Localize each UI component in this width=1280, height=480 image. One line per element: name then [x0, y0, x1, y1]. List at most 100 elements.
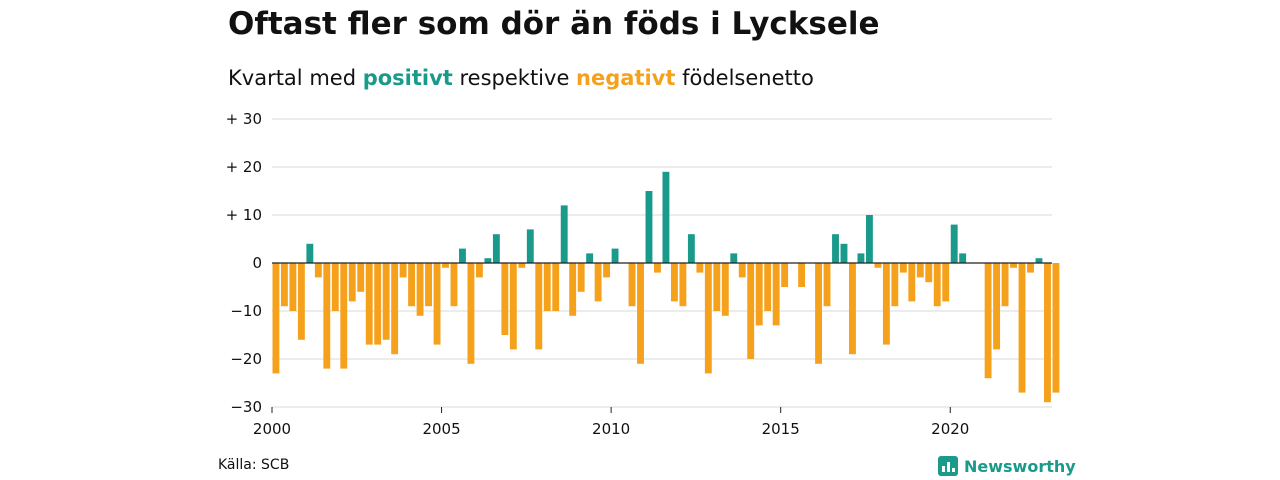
newsworthy-logo: Newsworthy	[938, 456, 1076, 476]
bar-2009Q3	[594, 263, 602, 302]
bar-2011Q4	[670, 263, 678, 302]
bar-2022Q1	[1018, 263, 1026, 393]
bar-2022Q2	[1027, 263, 1034, 273]
bar-2004Q3	[425, 263, 432, 307]
bar-2005Q4	[467, 263, 475, 364]
bar-2018Q1	[882, 263, 890, 345]
bar-2017Q4	[874, 263, 882, 268]
bar-2022Q4	[1044, 263, 1051, 403]
bar-2011Q1	[645, 191, 653, 263]
x-tick-label: 2015	[762, 420, 800, 438]
bar-2019Q4	[942, 263, 950, 302]
y-tick-label: −30	[230, 398, 262, 416]
bar-2002Q4	[365, 263, 373, 345]
bar-2003Q2	[382, 263, 390, 340]
x-tick-label: 2020	[931, 420, 969, 438]
bar-2011Q2	[654, 263, 661, 273]
bar-2016Q1	[815, 263, 822, 364]
bar-2019Q2	[925, 263, 933, 283]
bar-2005Q1	[442, 263, 449, 268]
brand-name: Newsworthy	[964, 456, 1076, 476]
bar-2004Q4	[433, 263, 441, 345]
x-axis-ticks: 2000 2005 2010 2015 2020	[253, 406, 1052, 438]
bar-2001Q2	[314, 263, 322, 278]
bar-2007Q1	[509, 263, 517, 350]
bar-2008Q4	[569, 263, 577, 316]
bar-2021Q2	[993, 263, 1001, 350]
bar-2002Q3	[357, 263, 365, 292]
bar-2014Q3	[764, 263, 772, 311]
bar-2021Q1	[984, 263, 992, 379]
y-tick-label: 0	[252, 254, 262, 272]
bar-2001Q1	[306, 243, 314, 263]
x-tick-label: 2000	[253, 420, 291, 438]
bar-2018Q4	[908, 263, 916, 302]
y-tick-label: + 20	[226, 158, 262, 176]
bar-2003Q1	[374, 263, 382, 345]
y-tick-label: −20	[230, 350, 262, 368]
bar-2013Q4	[738, 263, 746, 278]
y-tick-label: −10	[230, 302, 262, 320]
bar-2021Q3	[1001, 263, 1009, 307]
bar-2008Q1	[543, 263, 551, 311]
newsworthy-logo-icon	[938, 456, 958, 476]
bar-2006Q1	[475, 263, 483, 278]
subtitle-negative-word: negativt	[576, 66, 676, 90]
bar-2021Q4	[1010, 263, 1017, 268]
bar-2022Q3	[1035, 258, 1043, 263]
bar-2012Q3	[696, 263, 704, 273]
bar-2014Q1	[747, 263, 755, 359]
chart-title: Oftast fler som dör än föds i Lycksele	[228, 6, 880, 42]
bar-2014Q2	[755, 263, 763, 326]
subtitle-prefix: Kvartal med	[228, 66, 363, 90]
bar-2007Q4	[535, 263, 543, 350]
y-tick-label: + 10	[226, 206, 262, 224]
bar-2009Q1	[577, 263, 585, 292]
bar-2000Q3	[289, 263, 297, 311]
bar-2004Q1	[408, 263, 416, 307]
bar-2007Q3	[526, 229, 534, 263]
bar-2000Q1	[272, 263, 280, 374]
chart-subtitle: Kvartal med positivt respektive negativt…	[228, 66, 814, 90]
bar-2018Q3	[899, 263, 907, 273]
bar-2005Q2	[450, 263, 458, 307]
source-label: Källa: SCB	[218, 457, 290, 473]
bar-2000Q4	[297, 263, 305, 340]
subtitle-positive-word: positivt	[362, 66, 453, 90]
bar-2008Q3	[560, 205, 568, 263]
bar-2017Q2	[857, 253, 865, 263]
bar-2015Q1	[781, 263, 789, 287]
x-tick-label: 2005	[422, 420, 460, 438]
bar-2006Q4	[501, 263, 509, 335]
bar-2001Q3	[323, 263, 331, 369]
bar-2002Q1	[340, 263, 348, 369]
bar-2011Q3	[662, 171, 670, 263]
subtitle-suffix: födelsenetto	[675, 66, 814, 90]
bar-2013Q2	[721, 263, 729, 316]
bar-2006Q3	[492, 234, 500, 263]
subtitle-middle: respektive	[452, 66, 577, 90]
bar-2009Q4	[603, 263, 611, 278]
bar-2016Q3	[832, 234, 839, 263]
y-tick-label: + 30	[226, 110, 262, 128]
bar-2006Q2	[484, 258, 492, 263]
bar-2012Q1	[679, 263, 687, 307]
bar-2017Q1	[849, 263, 856, 355]
bar-2008Q2	[552, 263, 560, 311]
bar-2002Q2	[348, 263, 356, 302]
bar-undefined	[1052, 263, 1060, 393]
y-axis-ticks: + 30 + 20 + 10 0 −10 −20 −30	[226, 110, 262, 416]
bar-2003Q4	[399, 263, 407, 278]
bar-2010Q3	[628, 263, 636, 307]
bar-2007Q2	[518, 263, 526, 268]
bar-2000Q2	[280, 263, 288, 307]
bar-2001Q4	[331, 263, 339, 311]
bar-2004Q2	[416, 263, 424, 316]
bar-2005Q3	[459, 248, 466, 263]
bar-2019Q1	[916, 263, 924, 278]
x-tick-label: 2010	[592, 420, 630, 438]
bar-2012Q4	[704, 263, 712, 374]
bar-2016Q4	[840, 243, 848, 263]
bar-2003Q3	[391, 263, 399, 355]
